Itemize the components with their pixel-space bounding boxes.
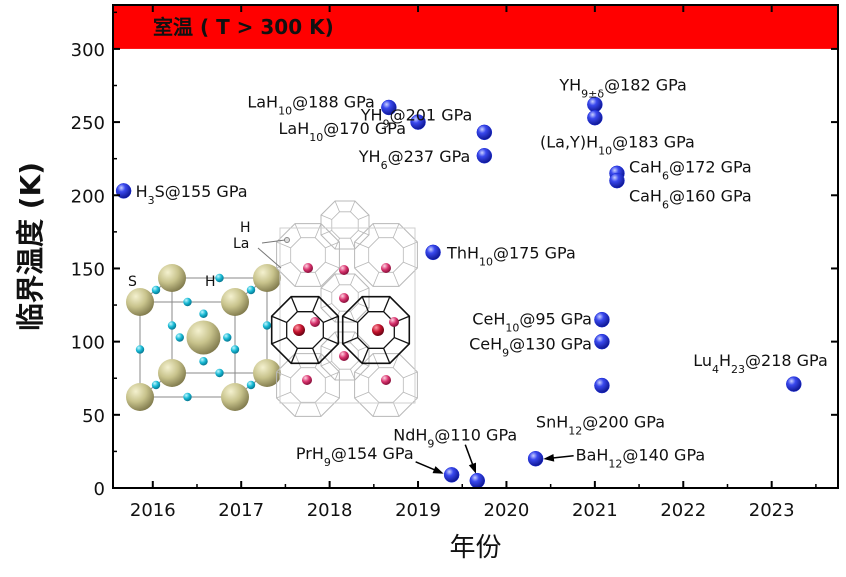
point-label: CeH9@130 GPa	[469, 335, 592, 360]
data-point	[786, 376, 802, 392]
room-temperature-label: 室温 ( T > 300 K)	[153, 15, 334, 39]
y-tick-label: 150	[71, 259, 105, 280]
x-tick-label: 2016	[130, 500, 176, 521]
plot-frame	[112, 4, 839, 489]
point-label: PrH9@154 GPa	[296, 444, 414, 469]
x-tick-label: 2022	[660, 500, 706, 521]
point-label: LaH10@170 GPa	[279, 119, 407, 144]
point-label: LaH10@188 GPa	[247, 92, 375, 117]
y-tick-label: 50	[82, 406, 105, 427]
point-label: CeH10@95 GPa	[472, 310, 592, 335]
data-point	[594, 377, 610, 394]
inset-label-h-h3s: H	[205, 274, 216, 290]
lah10-structure-inset: H La	[233, 200, 418, 417]
point-label: (La,Y)H10@183 GPa	[540, 133, 695, 158]
point-label: H3S@155 GPa	[136, 182, 248, 207]
inset-label-h-lah10: H	[240, 220, 251, 236]
x-tick-label: 2023	[749, 500, 795, 521]
data-point	[594, 311, 610, 328]
arrow-head	[432, 466, 444, 474]
point-label: YH9@201 GPa	[360, 105, 473, 130]
room-temperature-band	[113, 5, 838, 49]
point-label: CaH6@160 GPa	[629, 187, 752, 212]
x-tick-label: 2017	[218, 500, 264, 521]
point-label: ThH10@175 GPa	[446, 243, 576, 268]
x-tick-label: 2021	[572, 500, 618, 521]
data-point	[587, 109, 603, 126]
x-tick-label: 2018	[307, 500, 353, 521]
data-point	[609, 172, 625, 189]
h3s-structure-inset: S H	[126, 264, 281, 411]
point-label: YH9±δ@182 GPa	[558, 76, 687, 101]
y-tick-label: 100	[71, 333, 105, 354]
arrow-head	[468, 462, 477, 474]
inset-leader-la	[257, 247, 282, 269]
arrow-head	[543, 454, 555, 462]
inset-label-la: La	[233, 236, 249, 252]
point-label: YH6@237 GPa	[358, 147, 471, 172]
label-arrows	[415, 444, 574, 474]
data-points	[115, 96, 802, 489]
data-point	[594, 333, 610, 350]
x-tick-label: 2020	[484, 500, 530, 521]
x-tick-label: 2019	[395, 500, 441, 521]
data-point	[469, 472, 486, 489]
point-label: BaH12@140 GPa	[576, 446, 706, 471]
y-axis-label: 临界温度 (K)	[14, 162, 47, 331]
point-label: Lu4H23@218 GPa	[693, 351, 828, 376]
data-point	[527, 450, 544, 467]
axes: 2016 2017 2018 2019 2020 2021 2022 2023 0 50 100 15…	[71, 4, 839, 521]
x-axis-label: 年份	[449, 533, 501, 563]
point-label: SnH12@200 GPa	[536, 413, 665, 438]
y-tick-label: 0	[94, 479, 105, 500]
point-label: CaH6@172 GPa	[629, 157, 752, 182]
data-point	[443, 467, 460, 483]
data-point	[476, 124, 493, 141]
data-point	[476, 148, 493, 164]
y-tick-label: 250	[71, 113, 105, 134]
data-point	[425, 244, 441, 261]
inset-leader-h	[261, 239, 286, 244]
y-tick-label: 300	[71, 40, 105, 61]
point-label: NdH9@110 GPa	[393, 426, 517, 451]
data-point	[381, 99, 397, 116]
data-point	[410, 114, 426, 130]
inset-label-s: S	[128, 274, 137, 290]
y-tick-label: 200	[71, 186, 105, 207]
